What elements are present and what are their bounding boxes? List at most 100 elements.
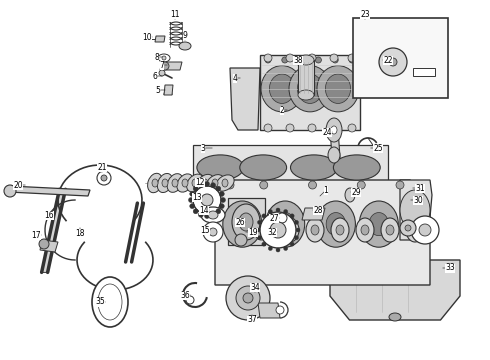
Text: 32: 32 <box>267 228 277 237</box>
Ellipse shape <box>386 225 394 235</box>
Ellipse shape <box>193 186 221 214</box>
Bar <box>353 18 448 98</box>
Text: 27: 27 <box>269 213 279 222</box>
Ellipse shape <box>326 212 345 236</box>
Text: 5: 5 <box>155 86 160 95</box>
Ellipse shape <box>379 48 407 76</box>
Text: 35: 35 <box>95 297 105 306</box>
Ellipse shape <box>264 124 272 132</box>
Ellipse shape <box>331 126 337 134</box>
Ellipse shape <box>330 54 338 62</box>
Ellipse shape <box>256 228 260 232</box>
Polygon shape <box>193 145 388 190</box>
Text: 11: 11 <box>170 9 180 18</box>
Ellipse shape <box>317 201 355 247</box>
Ellipse shape <box>411 225 419 235</box>
Ellipse shape <box>190 192 195 196</box>
Ellipse shape <box>4 185 16 197</box>
Ellipse shape <box>294 220 298 224</box>
Text: 34: 34 <box>250 283 260 292</box>
Ellipse shape <box>262 214 266 218</box>
Ellipse shape <box>269 210 272 213</box>
Polygon shape <box>228 198 265 245</box>
Text: 38: 38 <box>293 55 303 64</box>
Ellipse shape <box>261 66 303 112</box>
Ellipse shape <box>349 57 355 63</box>
Ellipse shape <box>161 62 169 70</box>
Ellipse shape <box>281 218 299 242</box>
Text: 19: 19 <box>248 228 258 237</box>
Ellipse shape <box>290 242 294 246</box>
Polygon shape <box>302 208 325 220</box>
Text: 24: 24 <box>322 127 332 136</box>
Text: 36: 36 <box>180 291 190 300</box>
Ellipse shape <box>216 175 234 191</box>
Ellipse shape <box>203 222 223 242</box>
Ellipse shape <box>186 296 194 304</box>
Ellipse shape <box>216 209 221 214</box>
Ellipse shape <box>204 213 210 219</box>
Ellipse shape <box>167 174 183 192</box>
Ellipse shape <box>406 218 424 242</box>
Polygon shape <box>230 68 260 130</box>
Ellipse shape <box>211 183 216 188</box>
Ellipse shape <box>356 218 374 242</box>
Text: 37: 37 <box>247 315 257 324</box>
Text: 18: 18 <box>75 229 85 238</box>
Polygon shape <box>155 36 165 42</box>
Polygon shape <box>260 55 360 130</box>
Ellipse shape <box>306 218 324 242</box>
Text: 14: 14 <box>199 206 209 215</box>
Ellipse shape <box>101 175 107 181</box>
Ellipse shape <box>208 211 218 219</box>
Text: 33: 33 <box>445 264 455 273</box>
Ellipse shape <box>98 284 122 320</box>
Text: 10: 10 <box>142 32 152 41</box>
Ellipse shape <box>330 124 338 132</box>
Ellipse shape <box>220 204 224 209</box>
Ellipse shape <box>206 175 224 192</box>
Ellipse shape <box>298 57 305 63</box>
Ellipse shape <box>162 56 166 60</box>
Ellipse shape <box>270 222 286 238</box>
Ellipse shape <box>276 248 280 252</box>
Polygon shape <box>164 85 173 95</box>
Ellipse shape <box>264 54 272 62</box>
Ellipse shape <box>411 216 439 244</box>
Ellipse shape <box>286 54 294 62</box>
Polygon shape <box>42 189 66 273</box>
Text: 28: 28 <box>313 206 323 215</box>
Text: 12: 12 <box>195 177 205 186</box>
Ellipse shape <box>270 74 294 103</box>
Text: 26: 26 <box>235 217 245 226</box>
Ellipse shape <box>258 220 262 224</box>
Ellipse shape <box>316 57 321 63</box>
Ellipse shape <box>172 179 178 187</box>
Text: 31: 31 <box>415 184 425 193</box>
Ellipse shape <box>262 242 266 246</box>
Ellipse shape <box>396 181 404 189</box>
Ellipse shape <box>256 230 266 240</box>
Ellipse shape <box>97 171 111 185</box>
Ellipse shape <box>226 276 270 320</box>
Ellipse shape <box>298 55 314 65</box>
Ellipse shape <box>235 234 247 246</box>
Ellipse shape <box>282 57 288 63</box>
Ellipse shape <box>298 90 314 100</box>
Ellipse shape <box>269 247 272 251</box>
Polygon shape <box>160 62 182 70</box>
Ellipse shape <box>389 313 401 321</box>
Ellipse shape <box>201 194 213 206</box>
Text: 4: 4 <box>233 73 238 82</box>
Ellipse shape <box>179 42 191 50</box>
Polygon shape <box>40 240 58 252</box>
Ellipse shape <box>260 212 296 248</box>
Ellipse shape <box>192 179 198 187</box>
Ellipse shape <box>182 179 188 187</box>
Text: 21: 21 <box>97 162 107 171</box>
Ellipse shape <box>193 209 198 214</box>
Ellipse shape <box>309 181 317 189</box>
Ellipse shape <box>276 208 280 212</box>
Ellipse shape <box>336 225 344 235</box>
Text: 3: 3 <box>200 144 205 153</box>
